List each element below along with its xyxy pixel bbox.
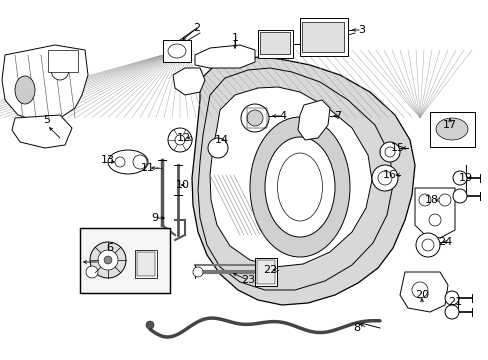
Text: 10: 10 <box>176 180 190 190</box>
Bar <box>429 112 474 147</box>
Ellipse shape <box>108 150 148 174</box>
Circle shape <box>377 171 391 185</box>
Text: 21: 21 <box>447 297 461 307</box>
Ellipse shape <box>133 155 147 169</box>
Circle shape <box>379 142 399 162</box>
Circle shape <box>86 266 98 278</box>
Circle shape <box>444 291 458 305</box>
Circle shape <box>207 138 227 158</box>
Circle shape <box>371 165 397 191</box>
Bar <box>48 50 78 72</box>
Bar <box>299 18 347 56</box>
Text: 9: 9 <box>151 213 158 223</box>
Text: 17: 17 <box>442 120 456 130</box>
Ellipse shape <box>264 137 334 237</box>
Bar <box>257 260 274 284</box>
Circle shape <box>90 242 126 278</box>
Ellipse shape <box>168 44 185 58</box>
Text: 3: 3 <box>358 25 365 35</box>
Ellipse shape <box>277 153 322 221</box>
Circle shape <box>104 256 112 264</box>
Polygon shape <box>414 188 454 238</box>
Bar <box>137 252 155 276</box>
Text: 1: 1 <box>231 33 238 43</box>
Circle shape <box>452 189 466 203</box>
Text: 16: 16 <box>382 170 396 180</box>
Text: 20: 20 <box>414 290 428 300</box>
Polygon shape <box>209 87 371 267</box>
Bar <box>258 30 292 58</box>
Polygon shape <box>399 272 447 312</box>
Text: 6: 6 <box>106 243 113 253</box>
Text: 2: 2 <box>193 23 200 33</box>
Ellipse shape <box>249 117 349 257</box>
Text: 4: 4 <box>279 111 286 121</box>
Ellipse shape <box>15 76 35 104</box>
Circle shape <box>241 104 268 132</box>
Text: 5: 5 <box>43 115 50 125</box>
Bar <box>163 40 191 62</box>
Circle shape <box>246 110 263 126</box>
Circle shape <box>438 194 450 206</box>
Bar <box>260 32 289 54</box>
Text: 12: 12 <box>177 133 191 143</box>
Polygon shape <box>2 45 88 122</box>
Text: 15: 15 <box>390 143 404 153</box>
Polygon shape <box>173 68 204 95</box>
Polygon shape <box>195 45 254 68</box>
Text: 14: 14 <box>215 135 228 145</box>
Polygon shape <box>297 100 329 140</box>
Circle shape <box>452 171 466 185</box>
Circle shape <box>411 282 427 298</box>
Bar <box>135 250 157 278</box>
Text: 22: 22 <box>263 265 277 275</box>
Bar <box>302 22 343 52</box>
Polygon shape <box>12 115 72 148</box>
Text: 23: 23 <box>241 275 255 285</box>
Text: 11: 11 <box>141 163 155 173</box>
Circle shape <box>415 233 439 257</box>
Polygon shape <box>192 57 414 305</box>
Circle shape <box>428 214 440 226</box>
Text: 8: 8 <box>353 323 360 333</box>
Bar <box>246 108 266 128</box>
Text: 13: 13 <box>101 155 115 165</box>
Ellipse shape <box>435 118 467 140</box>
Circle shape <box>175 135 184 145</box>
Circle shape <box>146 321 154 329</box>
Circle shape <box>444 305 458 319</box>
Ellipse shape <box>51 60 69 80</box>
Circle shape <box>193 267 203 277</box>
Circle shape <box>418 194 430 206</box>
Text: 19: 19 <box>458 173 472 183</box>
Circle shape <box>421 239 433 251</box>
Circle shape <box>384 147 394 157</box>
Text: 18: 18 <box>424 195 438 205</box>
Bar <box>80 228 170 293</box>
Circle shape <box>115 157 125 167</box>
Circle shape <box>98 250 118 270</box>
Circle shape <box>168 128 192 152</box>
Bar <box>254 258 276 286</box>
Text: 24: 24 <box>437 237 451 247</box>
Text: 7: 7 <box>334 111 341 121</box>
